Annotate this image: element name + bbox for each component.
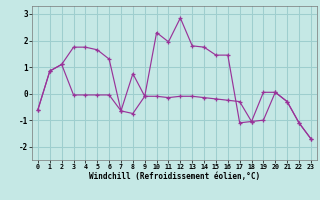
X-axis label: Windchill (Refroidissement éolien,°C): Windchill (Refroidissement éolien,°C) (89, 172, 260, 181)
